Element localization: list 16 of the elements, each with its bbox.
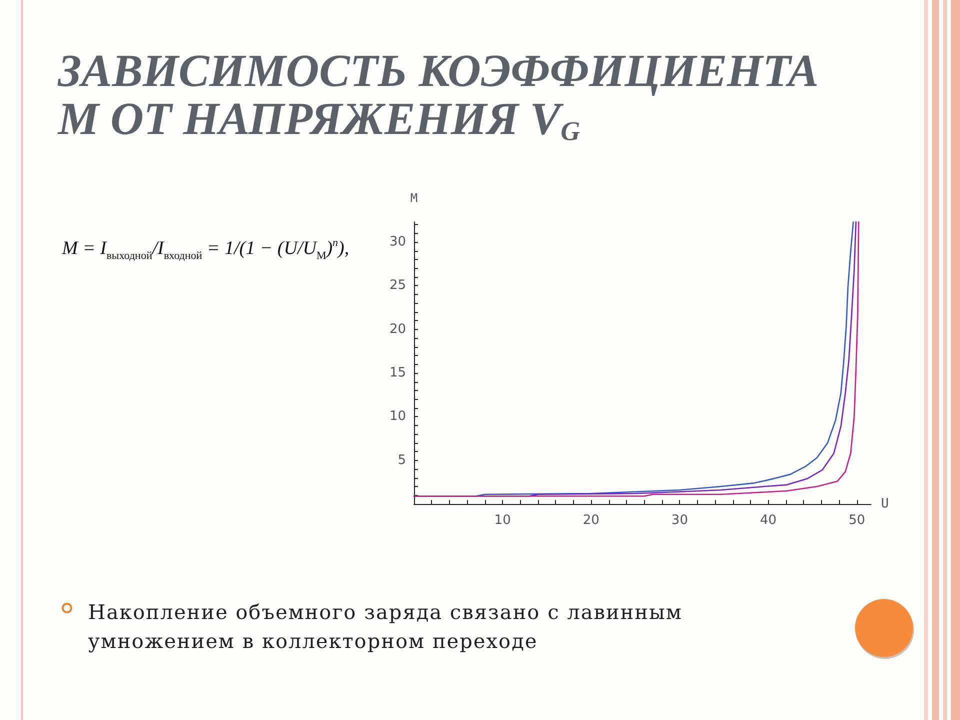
y-tick-label: 20 <box>389 322 406 337</box>
x-axis-title: U <box>881 496 889 512</box>
y-tick-label: 5 <box>398 452 406 468</box>
x-tick-label: 50 <box>848 513 866 528</box>
x-tick-label: 40 <box>760 513 777 528</box>
text: M = I$_{выходной}$/I$_{входной}$ = 1/(1 − (U/U$_{М}$)$^{n}$), <box>62 237 350 262</box>
y-tick-label: 30 <box>389 234 406 250</box>
y-axis-title: M <box>410 191 418 205</box>
x-tick-label: 10 <box>494 513 511 528</box>
x-tick-label: 30 <box>671 513 688 528</box>
y-tick-label: 15 <box>389 366 406 381</box>
chart-title: ЗАВИСИМОСТЬ КОЭФФИЦИЕНТА M ОТ НАПРЯЖЕНИЯ V$_{G}$ <box>58 45 820 146</box>
text: Накопление объемного заряда связано с лавинным умножением в коллекторном переходе <box>88 599 684 655</box>
x-tick-label: 20 <box>582 513 600 528</box>
y-tick-label: 25 <box>389 278 406 294</box>
y-tick-label: 10 <box>389 409 406 424</box>
